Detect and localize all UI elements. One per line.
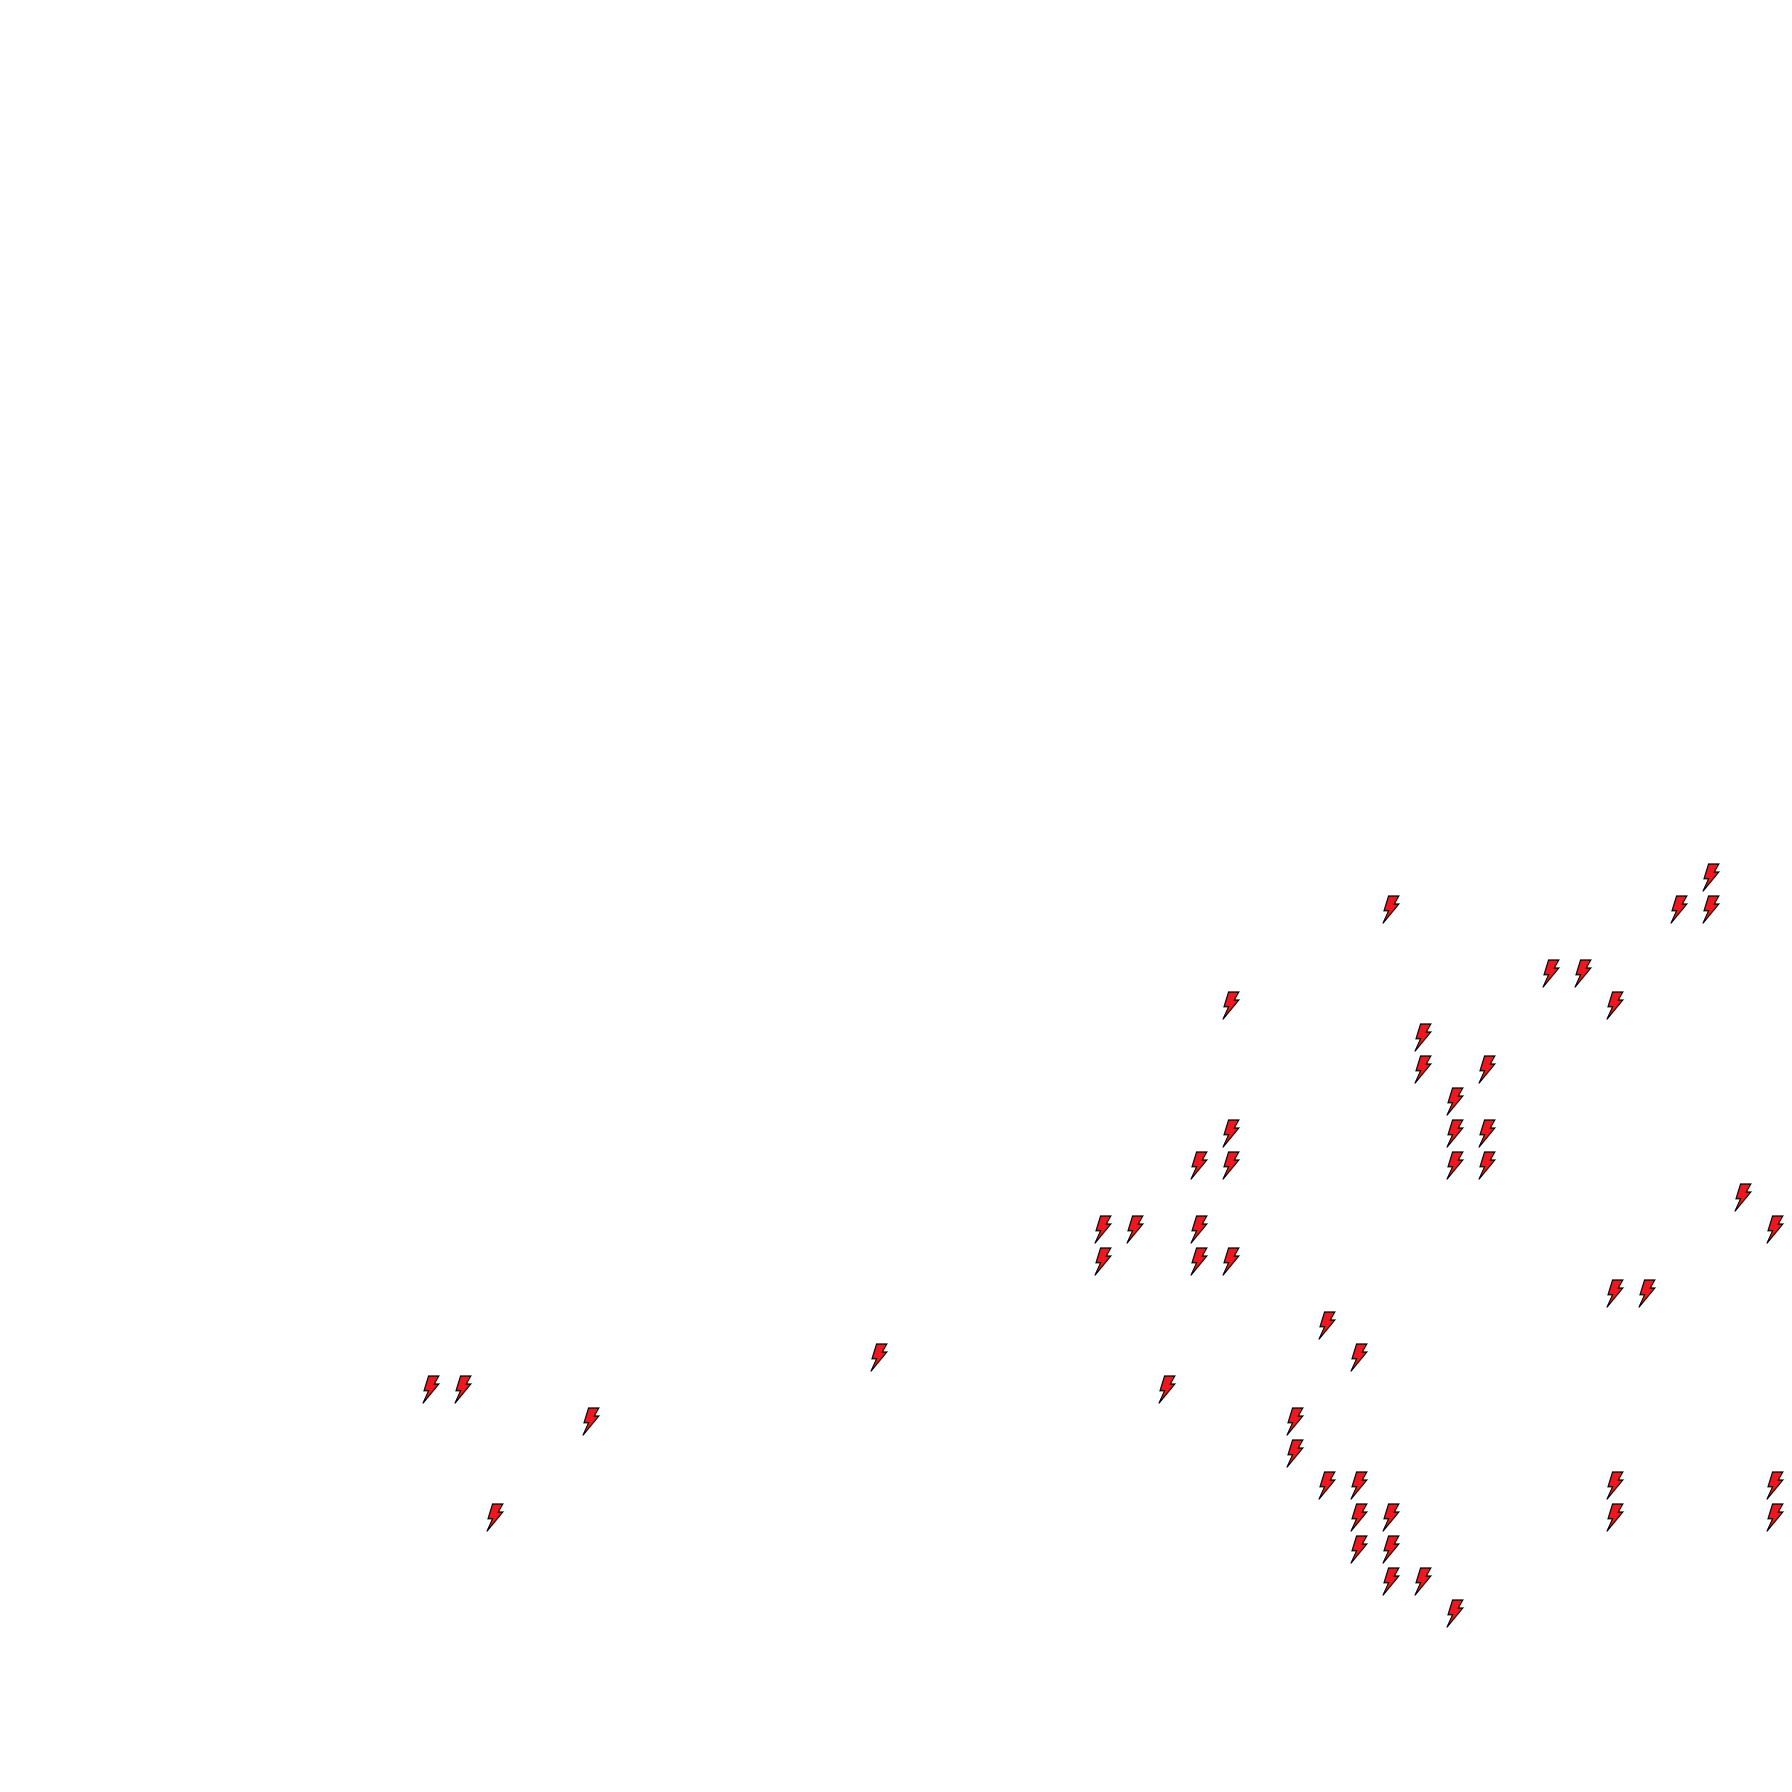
lightning-icon	[1222, 1247, 1241, 1276]
lightning-icon	[1382, 1567, 1401, 1596]
lightning-icon	[1446, 1087, 1465, 1116]
lightning-icon	[1478, 1055, 1497, 1084]
lightning-icon	[1606, 1471, 1625, 1500]
lightning-icon	[1094, 1247, 1113, 1276]
lightning-icon	[1414, 1023, 1433, 1052]
lightning-icon	[1382, 895, 1401, 924]
lightning-icon	[1734, 1183, 1753, 1212]
lightning-icon	[422, 1375, 441, 1404]
lightning-layer	[422, 863, 1785, 1628]
lightning-icon	[1478, 1151, 1497, 1180]
lightning-icon	[1542, 959, 1561, 988]
lightning-icon	[1606, 1503, 1625, 1532]
lightning-icon	[1350, 1503, 1369, 1532]
lightning-icon	[1446, 1151, 1465, 1180]
lightning-icon	[1350, 1535, 1369, 1564]
lightning-icon	[1222, 1119, 1241, 1148]
lightning-icon	[1222, 991, 1241, 1020]
lightning-icon	[1702, 863, 1721, 892]
lightning-icon	[582, 1407, 601, 1436]
lightning-icon	[1606, 991, 1625, 1020]
lightning-icon	[1446, 1119, 1465, 1148]
lightning-icon	[1126, 1215, 1145, 1244]
lightning-icon	[1350, 1343, 1369, 1372]
lightning-icon	[870, 1343, 889, 1372]
lightning-icon	[1766, 1503, 1785, 1532]
lightning-icon	[1766, 1215, 1785, 1244]
lightning-icon	[1286, 1407, 1305, 1436]
lightning-icon	[454, 1375, 473, 1404]
lightning-icon	[1158, 1375, 1177, 1404]
lightning-icon	[1318, 1311, 1337, 1340]
lightning-icon	[1190, 1215, 1209, 1244]
lightning-icon	[1350, 1471, 1369, 1500]
lightning-icon	[1190, 1247, 1209, 1276]
lightning-icon	[1414, 1055, 1433, 1084]
lightning-icon	[1478, 1119, 1497, 1148]
lightning-icon	[1574, 959, 1593, 988]
lightning-icon	[1606, 1279, 1625, 1308]
lightning-icon	[1702, 895, 1721, 924]
lightning-icon	[1094, 1215, 1113, 1244]
lightning-icon	[1382, 1503, 1401, 1532]
lightning-icon	[1670, 895, 1689, 924]
lightning-icon	[1446, 1599, 1465, 1628]
lightning-icon	[1190, 1151, 1209, 1180]
lightning-icon	[1286, 1439, 1305, 1468]
lightning-icon	[1382, 1535, 1401, 1564]
lightning-icon	[486, 1503, 505, 1532]
lightning-icon	[1638, 1279, 1657, 1308]
lightning-icon	[1222, 1151, 1241, 1180]
lightning-icon	[1414, 1567, 1433, 1596]
lightning-icon	[1766, 1471, 1785, 1500]
lightning-icon	[1318, 1471, 1337, 1500]
